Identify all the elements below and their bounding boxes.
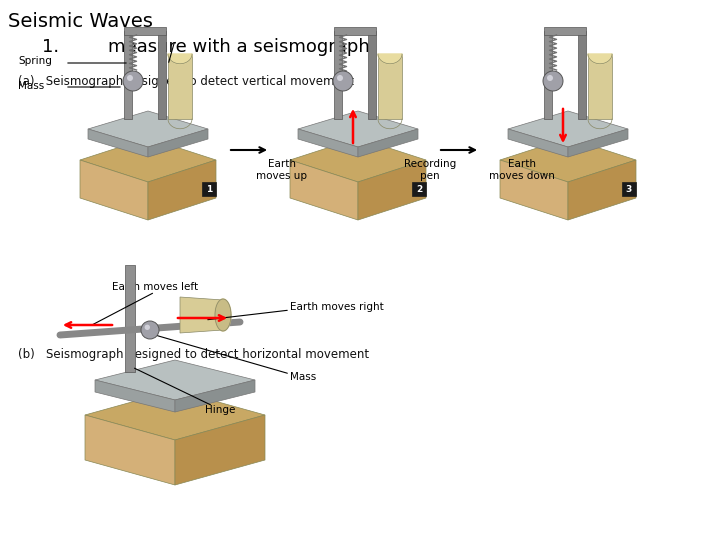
Polygon shape: [298, 111, 418, 147]
Text: Earth moves right: Earth moves right: [290, 302, 384, 312]
Polygon shape: [215, 299, 231, 331]
Text: Earth
moves up: Earth moves up: [256, 159, 307, 181]
Polygon shape: [88, 111, 208, 147]
Polygon shape: [358, 160, 426, 220]
Polygon shape: [378, 54, 402, 64]
Circle shape: [141, 321, 159, 339]
Circle shape: [547, 75, 553, 81]
Polygon shape: [588, 54, 612, 119]
Polygon shape: [85, 390, 265, 440]
Polygon shape: [378, 54, 402, 119]
Text: (b)   Seismograph designed to detect horizontal movement: (b) Seismograph designed to detect horiz…: [18, 348, 369, 361]
Polygon shape: [85, 415, 175, 485]
Polygon shape: [588, 54, 612, 64]
Polygon shape: [95, 360, 255, 400]
Polygon shape: [88, 129, 148, 157]
Circle shape: [543, 71, 563, 91]
Polygon shape: [568, 160, 636, 220]
Text: Mass: Mass: [290, 372, 316, 382]
Circle shape: [337, 75, 343, 81]
Polygon shape: [175, 380, 255, 412]
Polygon shape: [180, 297, 223, 333]
Text: Spring: Spring: [18, 56, 52, 66]
Polygon shape: [508, 111, 628, 147]
Polygon shape: [148, 129, 208, 157]
Text: Seismic Waves: Seismic Waves: [8, 12, 153, 31]
Bar: [622, 182, 636, 196]
Polygon shape: [80, 160, 148, 220]
Text: Mass: Mass: [18, 81, 44, 91]
Bar: [202, 182, 216, 196]
Polygon shape: [358, 129, 418, 157]
Text: 1: 1: [206, 185, 212, 193]
Circle shape: [123, 71, 143, 91]
Polygon shape: [95, 380, 175, 412]
Polygon shape: [568, 129, 628, 157]
Polygon shape: [175, 415, 265, 485]
Bar: [412, 182, 426, 196]
Polygon shape: [500, 138, 636, 182]
Text: Earth
moves down: Earth moves down: [489, 159, 555, 181]
Circle shape: [333, 71, 353, 91]
Polygon shape: [148, 160, 216, 220]
Text: Hinge: Hinge: [205, 405, 235, 415]
Text: 1.: 1.: [42, 38, 59, 56]
Text: (a)   Seismograph designed to detect vertical movement: (a) Seismograph designed to detect verti…: [18, 75, 354, 88]
Polygon shape: [80, 138, 216, 182]
Polygon shape: [168, 54, 192, 119]
Circle shape: [127, 75, 133, 81]
Circle shape: [145, 325, 150, 330]
Polygon shape: [508, 129, 568, 157]
Text: measure with a seismograph: measure with a seismograph: [108, 38, 370, 56]
Polygon shape: [290, 138, 426, 182]
Text: Recording
pen: Recording pen: [404, 159, 456, 181]
Text: 2: 2: [416, 185, 422, 193]
Polygon shape: [290, 160, 358, 220]
Polygon shape: [168, 54, 192, 64]
Polygon shape: [500, 160, 568, 220]
Polygon shape: [298, 129, 358, 157]
Text: 3: 3: [626, 185, 632, 193]
Text: Earth moves left: Earth moves left: [112, 282, 198, 292]
